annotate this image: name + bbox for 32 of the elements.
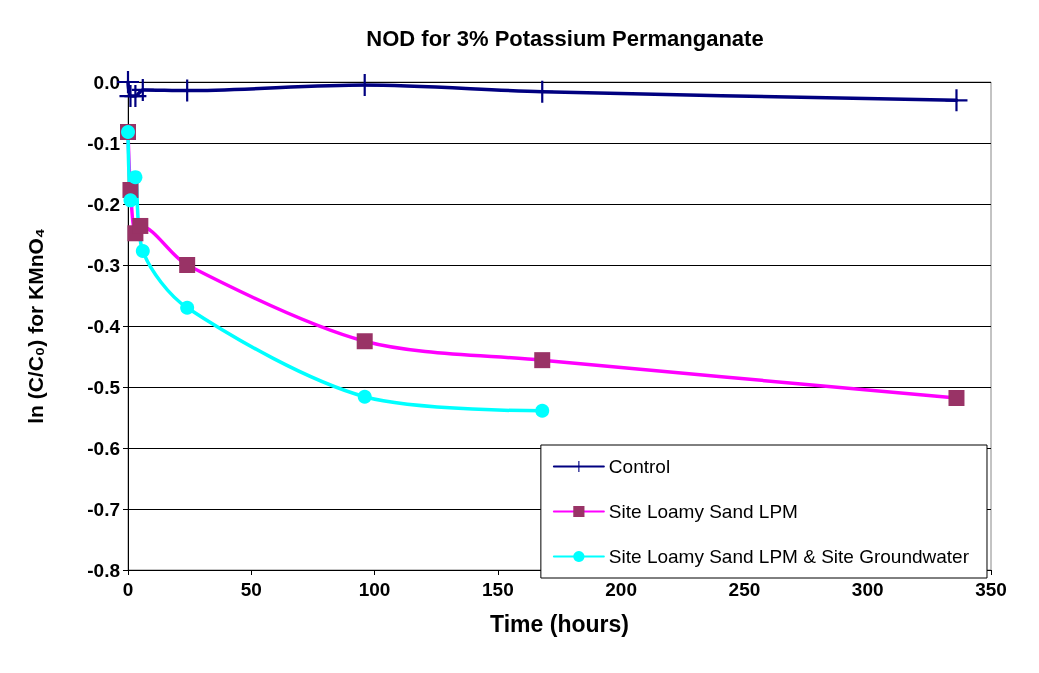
y-tick-label: -0.5 (87, 376, 121, 398)
y-tick-label: -0.7 (87, 498, 120, 520)
point (180, 300, 195, 315)
x-tick-label: 100 (358, 579, 391, 600)
y-tick-label: -0.4 (87, 315, 121, 337)
x-axis-title: Time (hours) (490, 610, 629, 637)
y-tick-label: -0.8 (87, 559, 120, 581)
x-tick-label: 50 (240, 579, 262, 600)
point (123, 193, 138, 208)
legend-label: Site Loamy Sand LPM & Site Groundwater (608, 546, 970, 567)
point (535, 403, 550, 418)
y-tick-label: -0.3 (87, 254, 120, 276)
legend-label: Control (608, 456, 671, 477)
x-tick-label: 350 (975, 579, 1007, 600)
chart-title: NOD for 3% Potassium Permanganate (366, 25, 764, 51)
point (128, 170, 143, 185)
y-tick-label: 0.0 (93, 71, 120, 93)
x-tick-label: 150 (482, 579, 514, 600)
y-axis-title: ln (C/C₀) for KMnO₄ (24, 228, 47, 424)
x-tick-label: 200 (605, 579, 637, 600)
x-tick-label: 300 (851, 579, 884, 600)
point (353, 74, 376, 97)
y-tick-label: -0.1 (87, 132, 121, 154)
x-tick-label: 250 (728, 579, 761, 600)
point (945, 89, 968, 112)
legend-label: Site Loamy Sand LPM (608, 501, 798, 522)
point (131, 78, 154, 101)
point (135, 243, 150, 258)
x-tick-label: 0 (122, 579, 134, 600)
y-tick-label: -0.6 (87, 437, 120, 459)
y-tick-label: -0.2 (87, 193, 120, 215)
point (357, 389, 372, 404)
